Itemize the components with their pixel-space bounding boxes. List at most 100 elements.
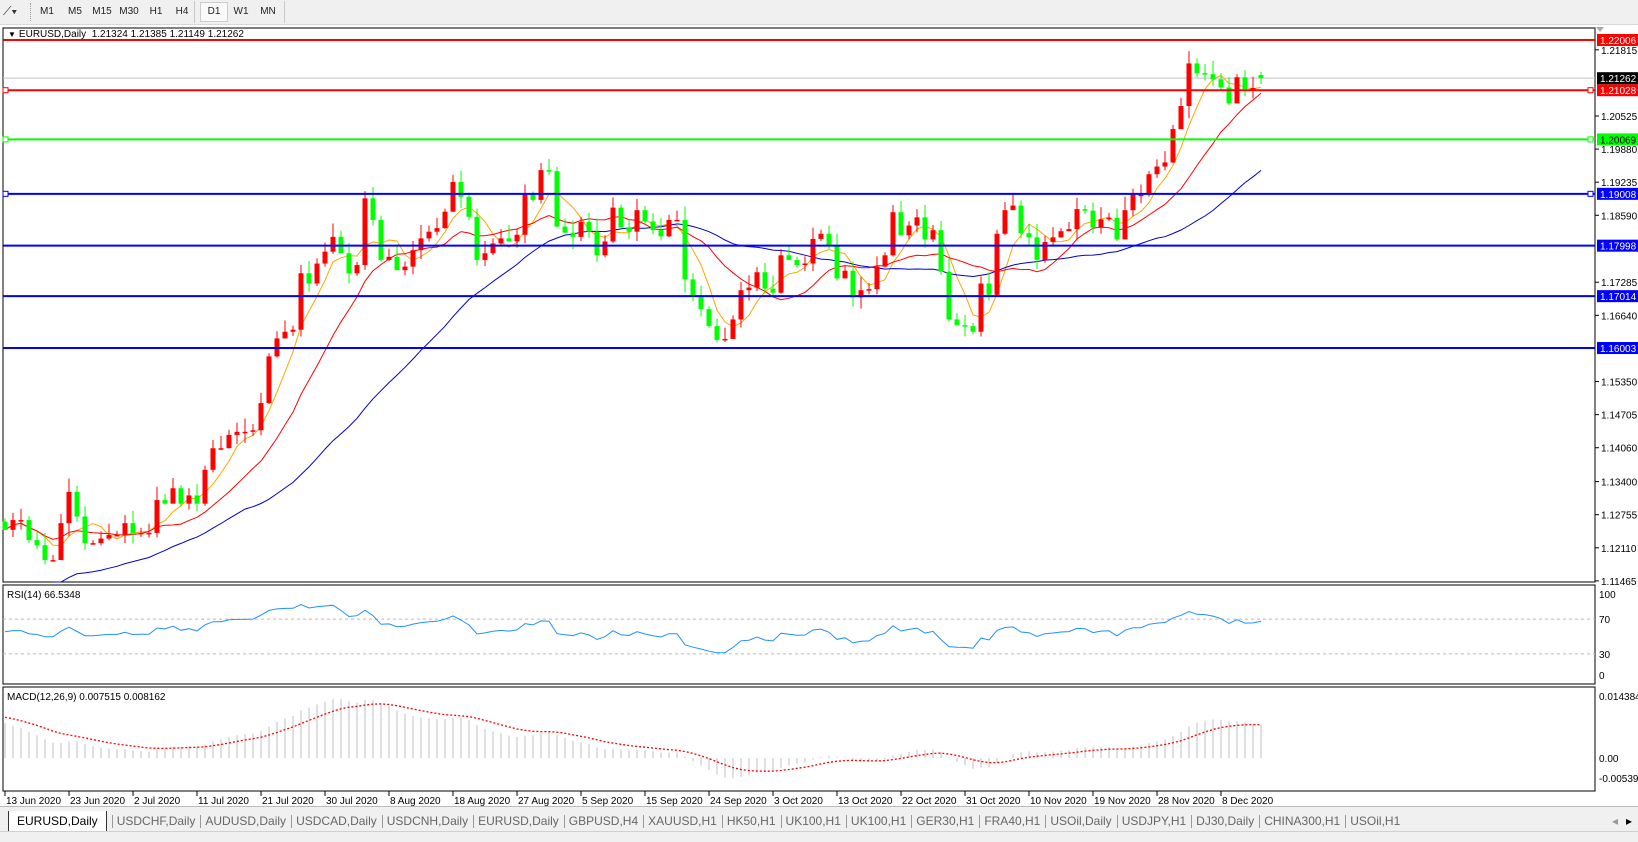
candle-body[interactable]: [154, 500, 160, 533]
candle-body[interactable]: [754, 272, 760, 288]
timeframe-m1[interactable]: M1: [40, 6, 54, 17]
candle-body[interactable]: [178, 488, 184, 504]
candle-body[interactable]: [866, 289, 872, 291]
candle-body[interactable]: [1186, 63, 1192, 106]
candle-body[interactable]: [290, 329, 296, 332]
candle-body[interactable]: [1058, 231, 1064, 238]
candle-body[interactable]: [818, 233, 824, 239]
candle-body[interactable]: [1090, 210, 1096, 228]
candle-body[interactable]: [762, 272, 768, 289]
timeframe-mn[interactable]: MN: [260, 6, 276, 17]
level-handle[interactable]: [1587, 136, 1594, 143]
candle-body[interactable]: [850, 270, 856, 298]
candle-body[interactable]: [1242, 77, 1248, 90]
candle-body[interactable]: [1042, 241, 1048, 260]
candle-body[interactable]: [874, 266, 880, 290]
candle-body[interactable]: [778, 255, 784, 293]
candle-body[interactable]: [1074, 209, 1080, 230]
candle-body[interactable]: [378, 219, 384, 260]
candle-body[interactable]: [418, 238, 424, 251]
chart-tab[interactable]: CHINA300,H1: [1264, 814, 1341, 828]
chart-tab[interactable]: USDCNH,Daily: [386, 814, 469, 828]
candle-body[interactable]: [826, 233, 832, 247]
candle-body[interactable]: [250, 430, 256, 432]
candle-body[interactable]: [90, 543, 96, 545]
candle-body[interactable]: [426, 231, 432, 239]
candle-body[interactable]: [1146, 174, 1152, 195]
candle-body[interactable]: [1122, 210, 1128, 240]
candle-body[interactable]: [890, 212, 896, 256]
candle-body[interactable]: [602, 241, 608, 256]
candle-body[interactable]: [546, 170, 552, 172]
candle-body[interactable]: [458, 181, 464, 197]
timeframe-w1[interactable]: W1: [233, 6, 249, 17]
chart-canvas[interactable]: 1.21815 1.20525 1.19880 1.19235 1.18590 1.172…: [0, 0, 1638, 806]
candle-body[interactable]: [1138, 194, 1144, 197]
candle-body[interactable]: [1226, 87, 1232, 104]
candle-body[interactable]: [858, 290, 864, 298]
candle-body[interactable]: [242, 431, 248, 434]
candle-body[interactable]: [266, 356, 272, 404]
candle-body[interactable]: [1026, 233, 1032, 238]
tab-scroll-left-icon[interactable]: ◂: [1612, 814, 1619, 828]
timeframe-d1[interactable]: D1: [200, 2, 228, 22]
candle-body[interactable]: [594, 231, 600, 256]
chart-tab[interactable]: USOil,Daily: [1050, 814, 1112, 828]
chart-tab[interactable]: USDCAD,Daily: [296, 814, 377, 828]
candle-body[interactable]: [386, 256, 392, 260]
candle-body[interactable]: [498, 238, 504, 244]
candle-body[interactable]: [450, 181, 456, 212]
candle-body[interactable]: [26, 520, 32, 541]
candle-body[interactable]: [610, 207, 616, 242]
candle-body[interactable]: [490, 243, 496, 254]
candle-body[interactable]: [50, 560, 56, 562]
candle-body[interactable]: [74, 491, 80, 517]
timeframe-h1[interactable]: H1: [149, 6, 163, 17]
chart-tab[interactable]: UK100,H1: [850, 814, 907, 828]
candle-body[interactable]: [954, 319, 960, 326]
candle-body[interactable]: [122, 523, 128, 535]
candle-body[interactable]: [234, 431, 240, 435]
candle-body[interactable]: [354, 265, 360, 274]
chart-tab[interactable]: GER30,H1: [916, 814, 975, 828]
candle-body[interactable]: [994, 233, 1000, 295]
candle-body[interactable]: [466, 196, 472, 217]
chart-tab[interactable]: EURUSD,Daily: [8, 811, 107, 832]
candle-body[interactable]: [298, 273, 304, 330]
candle-body[interactable]: [1202, 73, 1208, 75]
rsi-panel[interactable]: [2, 584, 1596, 685]
candle-body[interactable]: [1018, 205, 1024, 234]
candle-body[interactable]: [2, 521, 8, 530]
candle-body[interactable]: [786, 255, 792, 260]
candle-body[interactable]: [842, 270, 848, 279]
level-handle[interactable]: [1587, 190, 1594, 197]
tab-scroll-right-icon[interactable]: ▸: [1626, 814, 1633, 828]
timeframe-m30[interactable]: M30: [119, 6, 139, 17]
chart-tab[interactable]: GBPUSD,H4: [568, 814, 639, 828]
candle-body[interactable]: [1010, 205, 1016, 211]
candle-body[interactable]: [186, 495, 192, 504]
candle-body[interactable]: [834, 246, 840, 279]
candle-body[interactable]: [42, 545, 48, 561]
candle-body[interactable]: [306, 273, 312, 284]
candle-body[interactable]: [882, 255, 888, 267]
candle-body[interactable]: [986, 283, 992, 295]
candle-body[interactable]: [146, 532, 152, 535]
candle-body[interactable]: [474, 216, 480, 260]
chart-shift-marker-icon[interactable]: [1596, 27, 1604, 32]
candle-body[interactable]: [98, 538, 104, 544]
candle-body[interactable]: [802, 263, 808, 266]
chart-tab[interactable]: DJ30,Daily: [1196, 814, 1255, 828]
candle-body[interactable]: [898, 212, 904, 236]
candle-body[interactable]: [138, 532, 144, 535]
candle-body[interactable]: [330, 236, 336, 252]
candle-body[interactable]: [914, 217, 920, 226]
candle-body[interactable]: [346, 253, 352, 274]
candle-body[interactable]: [226, 434, 232, 449]
candle-body[interactable]: [618, 207, 624, 228]
candle-body[interactable]: [1034, 237, 1040, 260]
candle-body[interactable]: [322, 251, 328, 264]
candle-body[interactable]: [130, 523, 136, 534]
candle-body[interactable]: [698, 295, 704, 310]
candle-body[interactable]: [1218, 79, 1224, 88]
